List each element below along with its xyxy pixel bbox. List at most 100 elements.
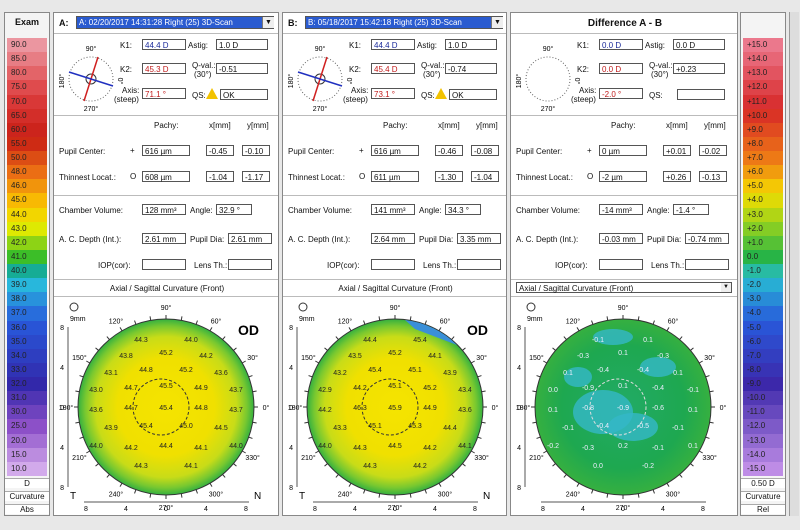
label: Chamber Volume: [288, 206, 353, 215]
y-tick-label: 8 [517, 325, 521, 332]
scale-cell: +8.0 [743, 136, 783, 152]
scale-note: D [5, 478, 49, 488]
degree-tick [195, 489, 198, 494]
map-value: -0.9 [582, 385, 594, 392]
label: QS: [192, 91, 206, 100]
acd-value: -0.03 mm [599, 233, 643, 244]
degree-tick [606, 493, 609, 498]
label: (30°) [423, 70, 441, 79]
y-tick-label: 4 [289, 445, 293, 452]
scale-cell: -7.0 [743, 348, 783, 363]
eye-label: OD [467, 322, 488, 338]
scale-cell: -11.0 [743, 405, 783, 420]
scale-label: 70.0 [11, 96, 27, 106]
separator [54, 195, 278, 196]
dropdown-arrow: ▼ [262, 17, 274, 28]
label: Pupil Dia: [190, 235, 225, 244]
label: K1: [120, 41, 133, 50]
degree-tick [424, 489, 427, 494]
degree-tick [409, 493, 412, 498]
separator [283, 296, 506, 297]
scale-cell: 80.0 [7, 66, 47, 81]
scale-cell: -9.0 [743, 377, 783, 392]
y-tick-label: 4 [289, 365, 293, 372]
map-value: 45.1 [408, 367, 422, 374]
degree-tick [119, 482, 123, 487]
polar-label: 30° [476, 354, 487, 362]
pupil-ring [361, 378, 419, 436]
map-value: 46.3 [353, 405, 367, 412]
x-tick-label: 4 [353, 506, 357, 513]
map-patch [405, 320, 457, 345]
degree-tick [477, 436, 482, 439]
astig-value: 1.0 D [216, 39, 268, 50]
axis-center [85, 73, 97, 85]
degree-tick [690, 347, 694, 351]
map-value: 0.1 [563, 370, 573, 377]
scale-label: 80.0 [11, 68, 27, 78]
map-value: 43.8 [119, 353, 133, 360]
scale-label: -4.0 [747, 308, 761, 318]
k2-value: 0.0 D [599, 63, 643, 74]
axis-angle: 270° [313, 105, 328, 113]
astig-value: 0.0 D [673, 39, 725, 50]
scrollbar [789, 12, 799, 516]
degree-tick [552, 463, 556, 467]
degree-tick [698, 450, 703, 454]
exam-select[interactable]: A: 02/20/2017 14:31:28 Right (25) 3D-Sca… [76, 16, 274, 29]
map-value: 0.1 [673, 370, 683, 377]
degree-tick [106, 336, 110, 340]
scale-label: +11.0 [747, 96, 767, 106]
map-value: 44.7 [124, 405, 138, 412]
degree-tick [348, 482, 352, 487]
degree-tick [563, 474, 567, 478]
map-value: -0.4 [597, 423, 609, 430]
flat-axis [297, 71, 343, 87]
map-value: 44.7 [124, 385, 138, 392]
map-value: 45.1 [388, 383, 402, 390]
label: Pupil Dia: [419, 235, 454, 244]
x-value: -0.45 [206, 145, 234, 156]
panel-tag: A: [59, 18, 69, 28]
polar-label: 120° [566, 317, 581, 325]
y-tick-label: 4 [60, 365, 64, 372]
label: Astig: [645, 41, 666, 50]
degree-tick [252, 421, 257, 424]
scale-label: 0.0 [747, 251, 759, 261]
degree-tick [248, 375, 253, 378]
label: K2: [577, 65, 590, 74]
map-select[interactable]: Axial / Sagittal Curvature (Front) [516, 282, 732, 293]
polar-label: 240° [338, 491, 353, 499]
label: y[mm] [704, 121, 726, 130]
degree-tick [95, 463, 99, 467]
symbol: + [587, 146, 592, 155]
scale-label: -12.0 [747, 421, 766, 431]
scale-cell: +5.0 [743, 179, 783, 194]
exam-select[interactable]: B: 05/18/2017 15:42:18 Right (25) 3D-Sca… [305, 16, 503, 29]
k1-value: 0.0 D [599, 39, 643, 50]
y-value: -0.13 [699, 171, 727, 182]
axis-angle: 180° [515, 74, 523, 89]
scale-cell: +2.0 [743, 221, 783, 236]
scale-cell: 45.0 [7, 193, 47, 208]
pachy-value: 611 µm [371, 171, 419, 182]
degree-tick [462, 347, 466, 351]
map-value: 44.4 [443, 425, 457, 432]
degree-tick [222, 336, 226, 340]
axis-angle: 270° [541, 105, 556, 113]
map-patch [593, 329, 633, 345]
map-value: -0.4 [637, 367, 649, 374]
scale-cell: 40.0 [7, 264, 47, 279]
degree-tick [324, 463, 328, 467]
axis-angle: 90° [315, 45, 326, 53]
degree-tick [378, 316, 381, 321]
x-tick-label: 8 [473, 506, 477, 513]
label: Q-val.: [192, 61, 216, 70]
scale-cell: 48.0 [7, 165, 47, 180]
scale-cell: 33.0 [7, 362, 47, 378]
scale-cell: +14.0 [743, 52, 783, 67]
scale-cell: 46.0 [7, 179, 47, 194]
y-tick-label: 4 [60, 445, 64, 452]
axis-value: 71.1 ° [142, 88, 186, 99]
